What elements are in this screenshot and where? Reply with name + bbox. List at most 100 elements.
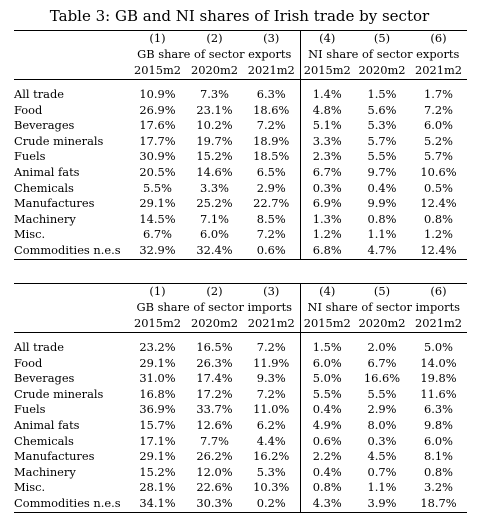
share-value: 6.8% bbox=[299, 242, 354, 260]
share-value: 16.5% bbox=[196, 340, 233, 354]
table-row: Misc. 28.1% 22.6% 10.3% 0.8% 1.1% 3.2% bbox=[14, 480, 467, 496]
ni-share-header: NI share of sector imports bbox=[299, 300, 467, 316]
sector-label: Animal fats bbox=[14, 417, 80, 432]
share-value: 32.4% bbox=[186, 242, 243, 260]
share-value: 5.3% bbox=[367, 118, 397, 133]
share-value: 28.1% bbox=[139, 480, 176, 495]
share-value: 23.2% bbox=[139, 340, 176, 354]
table-row: Crude minerals 16.8% 17.2% 7.2% 5.5% 5.5% 11.6… bbox=[14, 386, 467, 403]
year-header: 2020m2 bbox=[186, 316, 243, 333]
share-value: 0.4% bbox=[367, 180, 397, 195]
share-value: 10.9% bbox=[139, 87, 176, 101]
sector-label: Animal fats bbox=[14, 164, 80, 179]
spacer bbox=[186, 333, 243, 341]
share-value: 6.0% bbox=[299, 355, 354, 372]
share-value: 1.7% bbox=[424, 87, 453, 101]
share-value: 20.5% bbox=[139, 164, 176, 179]
table-row: Fuels 36.9% 33.7% 11.0% 0.4% 2.9% 6.3% bbox=[14, 402, 467, 418]
spacer bbox=[243, 333, 300, 341]
share-value: 1.4% bbox=[299, 87, 354, 103]
share-value: 4.8% bbox=[299, 102, 354, 119]
share-value: 7.2% bbox=[256, 118, 286, 133]
spacer-row bbox=[14, 332, 467, 341]
sector-label: Crude minerals bbox=[14, 133, 104, 148]
share-value: 8.1% bbox=[424, 449, 453, 464]
sector-label: Misc. bbox=[14, 480, 46, 495]
gb-share-header: GB share of sector exports bbox=[137, 47, 292, 62]
share-value: 7.1% bbox=[200, 211, 229, 226]
share-value: 0.5% bbox=[424, 180, 453, 195]
share-value: 25.2% bbox=[196, 196, 233, 211]
table-row: Food 29.1% 26.3% 11.9% 6.0% 6.7% 14.0% bbox=[14, 355, 467, 372]
share-value: 0.6% bbox=[299, 433, 354, 450]
share-value: 11.9% bbox=[253, 355, 290, 370]
share-value: 29.1% bbox=[139, 196, 176, 211]
column-number: (4) bbox=[299, 283, 354, 300]
share-value: 14.0% bbox=[420, 355, 457, 370]
row-label-empty bbox=[14, 47, 129, 63]
spacer bbox=[299, 332, 354, 340]
share-value: 34.1% bbox=[129, 495, 186, 513]
sector-label: Manufactures bbox=[14, 196, 95, 211]
share-value: 5.3% bbox=[256, 464, 286, 479]
column-number: (4) bbox=[299, 30, 354, 47]
share-value: 29.1% bbox=[139, 355, 176, 370]
share-value: 0.8% bbox=[367, 211, 397, 226]
share-value: 0.4% bbox=[299, 464, 354, 481]
share-value: 16.8% bbox=[139, 386, 176, 401]
table-row: Commodities n.e.s 34.1% 30.3% 0.2% 4.3% 3.9% 1… bbox=[14, 495, 467, 513]
spacer bbox=[354, 80, 410, 88]
column-number: (6) bbox=[410, 30, 467, 47]
share-value: 23.1% bbox=[196, 102, 233, 117]
share-value: 6.7% bbox=[367, 355, 397, 370]
column-number: (1) bbox=[129, 30, 186, 47]
sector-label: Beverages bbox=[14, 118, 75, 133]
share-value: 9.9% bbox=[367, 196, 397, 211]
year-header: 2015m2 bbox=[299, 63, 354, 80]
spacer bbox=[186, 80, 243, 88]
share-value: 2.9% bbox=[256, 180, 286, 195]
row-label-empty bbox=[14, 300, 129, 316]
share-value: 6.2% bbox=[256, 417, 286, 432]
share-value: 17.1% bbox=[139, 433, 176, 448]
column-number-row: (1) (2) (3) (4) (5) (6) bbox=[14, 283, 467, 300]
row-label-empty bbox=[14, 30, 129, 47]
spacer bbox=[243, 80, 300, 88]
share-value: 18.7% bbox=[410, 495, 467, 513]
share-value: 26.2% bbox=[196, 449, 233, 464]
share-value: 2.3% bbox=[299, 149, 354, 165]
share-value: 5.7% bbox=[424, 149, 453, 164]
year-header-row: 2015m2 2020m2 2021m2 2015m2 2020m2 2021m2 bbox=[14, 63, 467, 80]
sector-label: Commodities n.e.s bbox=[14, 495, 129, 513]
share-value: 4.5% bbox=[367, 449, 397, 464]
share-value: 6.3% bbox=[256, 87, 286, 101]
share-value: 18.5% bbox=[253, 149, 290, 164]
table-row: Chemicals 17.1% 7.7% 4.4% 0.6% 0.3% 6.0% bbox=[14, 433, 467, 450]
share-value: 9.8% bbox=[424, 417, 453, 432]
table-row: Animal fats 20.5% 14.6% 6.5% 6.7% 9.7% 10.6% bbox=[14, 164, 467, 181]
share-value: 3.3% bbox=[200, 180, 229, 195]
share-value: 0.4% bbox=[299, 402, 354, 418]
year-header: 2021m2 bbox=[410, 63, 467, 80]
share-value: 1.3% bbox=[299, 211, 354, 228]
spacer bbox=[14, 80, 129, 88]
spacer bbox=[14, 333, 129, 341]
share-value: 3.9% bbox=[354, 495, 410, 513]
table-row: All trade 23.2% 16.5% 7.2% 1.5% 2.0% 5.0% bbox=[14, 340, 467, 356]
share-value: 6.0% bbox=[424, 118, 453, 133]
share-value: 5.5% bbox=[367, 386, 397, 401]
share-value: 18.9% bbox=[253, 133, 290, 148]
column-number: (5) bbox=[354, 283, 410, 300]
row-label-empty bbox=[14, 283, 129, 300]
column-number: (2) bbox=[186, 30, 243, 47]
share-value: 11.6% bbox=[420, 386, 457, 401]
share-value: 0.3% bbox=[367, 433, 397, 448]
column-number-row: (1) (2) (3) (4) (5) (6) bbox=[14, 30, 467, 47]
share-value: 4.3% bbox=[299, 495, 354, 513]
share-value: 6.3% bbox=[424, 402, 453, 417]
share-value: 5.0% bbox=[299, 371, 354, 387]
share-value: 10.3% bbox=[253, 480, 290, 495]
share-value: 7.2% bbox=[256, 386, 286, 401]
share-value: 15.2% bbox=[196, 149, 233, 164]
